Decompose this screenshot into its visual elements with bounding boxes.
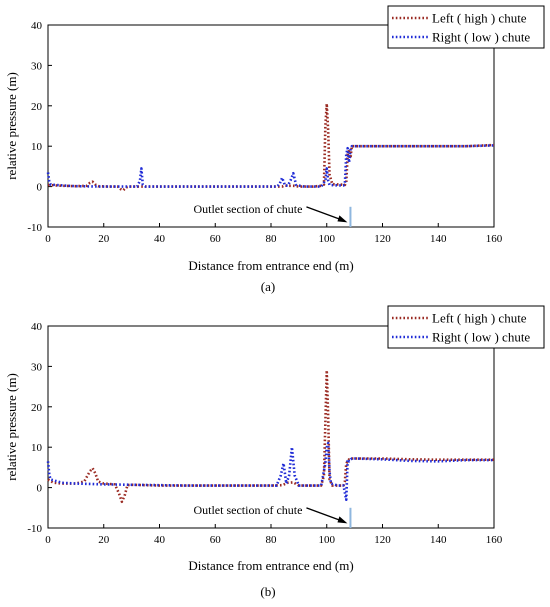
x-tick-label: 140 [430, 233, 447, 245]
x-tick-label: 120 [374, 534, 391, 546]
x-tick-label: 60 [210, 534, 222, 546]
y-tick-label: 20 [31, 101, 43, 113]
x-tick-label: 80 [266, 233, 278, 245]
x-axis-title: Distance from entrance end (m) [188, 258, 353, 273]
x-tick-label: 100 [319, 534, 336, 546]
y-tick-label: 0 [37, 182, 43, 194]
y-tick-label: 40 [31, 20, 43, 32]
x-tick-label: 160 [486, 233, 503, 245]
annotation-text: Outlet section of chute [193, 202, 302, 216]
panel-label: (a) [261, 279, 275, 294]
legend-label: Right ( low ) chute [432, 30, 530, 45]
series-line-right-chute [46, 441, 494, 502]
chart-panel-a: 0 20 40 60 80 100 120 140 160-10010203040Distanc… [4, 5, 545, 294]
y-tick-label: 10 [31, 141, 43, 153]
x-tick-label: 140 [430, 534, 447, 546]
annotation-arrow-head [337, 215, 348, 223]
y-tick-label: 10 [31, 442, 43, 454]
legend-label: Left ( high ) chute [432, 311, 527, 326]
annotation-arrow-line [306, 507, 345, 523]
x-tick-label: 160 [486, 534, 503, 546]
series-line-left-chute [47, 102, 495, 192]
x-tick-label: 80 [266, 534, 278, 546]
y-tick-label: -10 [27, 523, 42, 535]
legend-box [387, 305, 545, 349]
series-line-left-chute [47, 369, 494, 504]
y-tick-label: 0 [37, 483, 43, 495]
x-tick-label: 100 [319, 233, 336, 245]
x-tick-label: 120 [374, 233, 391, 245]
y-tick-label: -10 [27, 222, 42, 234]
annotation-arrow-head [337, 516, 348, 524]
y-axis-title: relative pressure (m) [4, 72, 19, 180]
x-tick-label: 20 [98, 534, 110, 546]
annotation-text: Outlet section of chute [193, 503, 302, 517]
plot-frame [47, 325, 495, 529]
y-axis-title: relative pressure (m) [4, 373, 19, 481]
plot-frame [47, 24, 495, 228]
x-tick-label: 0 [45, 534, 51, 546]
legend-box [387, 5, 545, 49]
legend-label: Right ( low ) chute [432, 330, 530, 345]
y-tick-label: 40 [31, 321, 43, 333]
y-tick-label: 20 [31, 402, 43, 414]
x-tick-label: 40 [154, 233, 166, 245]
x-tick-label: 20 [98, 233, 110, 245]
legend-label: Left ( high ) chute [432, 11, 527, 26]
y-tick-label: 30 [31, 60, 43, 72]
x-tick-label: 40 [154, 534, 166, 546]
panel-label: (b) [260, 584, 275, 599]
series-line-right-chute [46, 144, 495, 188]
chart-panel-b: 0 20 40 60 80 100 120 140 160-10010203040Distanc… [4, 305, 545, 599]
y-tick-label: 30 [31, 361, 43, 373]
x-tick-label: 0 [45, 233, 51, 245]
annotation-arrow-line [306, 206, 345, 222]
x-axis-title: Distance from entrance end (m) [188, 558, 353, 573]
x-tick-label: 60 [210, 233, 222, 245]
